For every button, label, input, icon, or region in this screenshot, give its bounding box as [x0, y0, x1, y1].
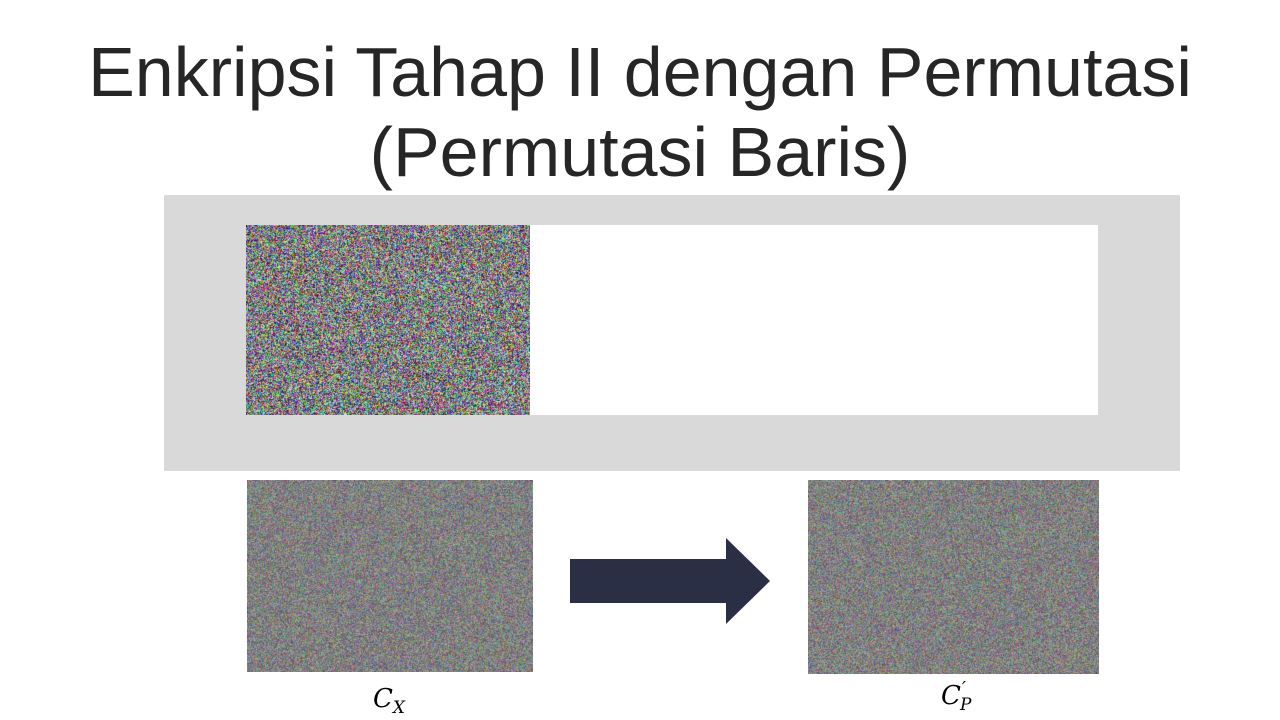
label-cx-base: C [373, 684, 393, 714]
label-cp-subscript: P [960, 695, 972, 715]
label-cx: CX [373, 684, 406, 718]
encrypted-noise-image-cp [808, 480, 1099, 674]
slide-title-line-1: Enkripsi Tahap II dengan Permutasi [88, 33, 1192, 111]
encrypted-noise-image-top [246, 225, 530, 415]
label-cx-subscript: X [392, 698, 406, 718]
label-cp-prime-mark: ′ [961, 678, 966, 699]
slide-title-line-2: (Permutasi Baris) [369, 113, 911, 191]
slide-title: Enkripsi Tahap II dengan Permutasi (Perm… [0, 32, 1280, 192]
label-cp-base: C [941, 681, 961, 711]
encrypted-noise-image-cx [247, 480, 533, 672]
label-cp-prime: C′P [941, 678, 972, 715]
right-arrow-shape [570, 538, 770, 624]
right-arrow-icon [570, 538, 770, 624]
